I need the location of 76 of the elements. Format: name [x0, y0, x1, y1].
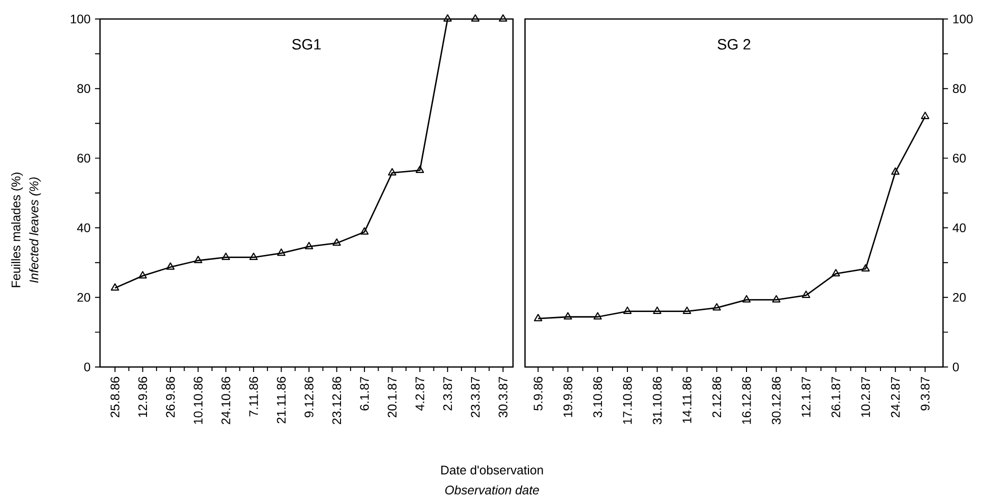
y-tick-label: 100: [70, 14, 90, 24]
point: [772, 295, 780, 302]
text: Infected leaves (%): [29, 177, 41, 283]
x-tick-label: 9.3.87: [920, 376, 930, 410]
point: [564, 312, 572, 320]
y-tick-label: 20: [952, 292, 966, 302]
y-tick-label: 60: [952, 154, 966, 163]
x-tick-label: 2.3.87: [443, 376, 452, 410]
x-axis-title: Date d'observation: [441, 465, 543, 474]
point: [471, 14, 480, 22]
x-tick-label: 6.1.87: [360, 376, 369, 410]
x-tick-label: 14.11.86: [682, 376, 692, 423]
point: [742, 295, 751, 302]
x-tick-label: 26.9.86: [166, 376, 175, 418]
x-tick-label: 12.9.86: [138, 376, 148, 417]
x-tick-label: 21.11.86: [276, 376, 286, 424]
point: [920, 112, 930, 120]
point: [166, 262, 175, 270]
point: [388, 168, 396, 176]
x-tick-label: 3.10.86: [593, 376, 602, 418]
y-tick-label: 0: [952, 362, 959, 372]
x-tick-label: 25.8.86: [110, 376, 120, 418]
point: [498, 14, 508, 22]
text: Observation date: [445, 485, 539, 494]
x-tick-label: 24.10.86: [221, 376, 230, 424]
y-tick-label: 0: [84, 362, 90, 372]
y-tick-label: 80: [77, 84, 90, 93]
point: [832, 268, 840, 276]
x-tick-label: 23.12.86: [332, 376, 342, 424]
point: [682, 306, 692, 314]
point: [332, 238, 341, 246]
point: [712, 303, 721, 310]
x-tick-label: 12.1.87: [802, 376, 810, 417]
point: [891, 167, 900, 175]
text: SG1: [292, 38, 321, 50]
point: [138, 271, 147, 278]
y-tick-label: 40: [77, 223, 90, 232]
x-tick-label: 20.1.87: [388, 376, 397, 418]
point: [443, 14, 452, 22]
x-tick-label: 17.10.86: [623, 376, 632, 424]
x-tick-label: 26.1.87: [831, 376, 840, 418]
y-tick-label: 40: [952, 223, 966, 232]
x-tick-label: 10.10.86: [194, 376, 203, 424]
x-tick-label: 5.9.86: [534, 376, 543, 410]
point: [416, 166, 424, 174]
y-tick-label: 100: [953, 14, 973, 24]
point: [110, 283, 120, 291]
x-tick-label: 10.2.87: [861, 376, 870, 417]
point: [623, 306, 632, 314]
point: [194, 256, 202, 264]
x-tick-label: 2.12.86: [712, 376, 722, 418]
x-tick-label: 30.12.86: [772, 376, 781, 424]
point: [534, 314, 542, 322]
x-tick-label: 24.2.87: [890, 376, 900, 418]
x-tick-label: 19.9.86: [563, 376, 572, 417]
point: [222, 252, 230, 260]
y-tick-label: 20: [77, 292, 90, 302]
y-tick-label: 60: [77, 154, 90, 163]
x-tick-label: 4.2.87: [415, 376, 424, 411]
x-tick-label: 23.3.87: [470, 376, 480, 418]
point: [802, 290, 810, 298]
point: [277, 248, 286, 256]
point: [861, 264, 870, 272]
y-tick-label: 80: [952, 84, 966, 93]
text: SG 2: [718, 38, 750, 50]
x-tick-label: 9.12.86: [304, 376, 314, 418]
point: [593, 312, 602, 320]
x-tick-label: 16.12.86: [742, 376, 751, 424]
x-tick-label: 30.3.87: [498, 376, 508, 418]
point: [360, 227, 369, 235]
x-tick-label: 31.10.86: [652, 376, 662, 424]
point: [304, 242, 314, 250]
y-axis-title: Feuilles malades (%): [11, 172, 23, 288]
point: [249, 252, 258, 260]
point: [653, 306, 662, 314]
x-tick-label: 7.11.86: [249, 376, 258, 416]
